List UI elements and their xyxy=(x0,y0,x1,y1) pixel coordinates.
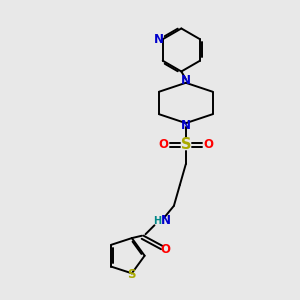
Text: N: N xyxy=(181,119,191,132)
Text: N: N xyxy=(154,33,164,46)
Text: O: O xyxy=(160,243,170,256)
Text: H: H xyxy=(153,216,161,226)
Text: S: S xyxy=(181,137,191,152)
Text: O: O xyxy=(158,138,168,151)
Text: N: N xyxy=(161,214,171,227)
Text: O: O xyxy=(203,138,213,151)
Text: N: N xyxy=(181,74,191,87)
Text: S: S xyxy=(127,268,136,281)
